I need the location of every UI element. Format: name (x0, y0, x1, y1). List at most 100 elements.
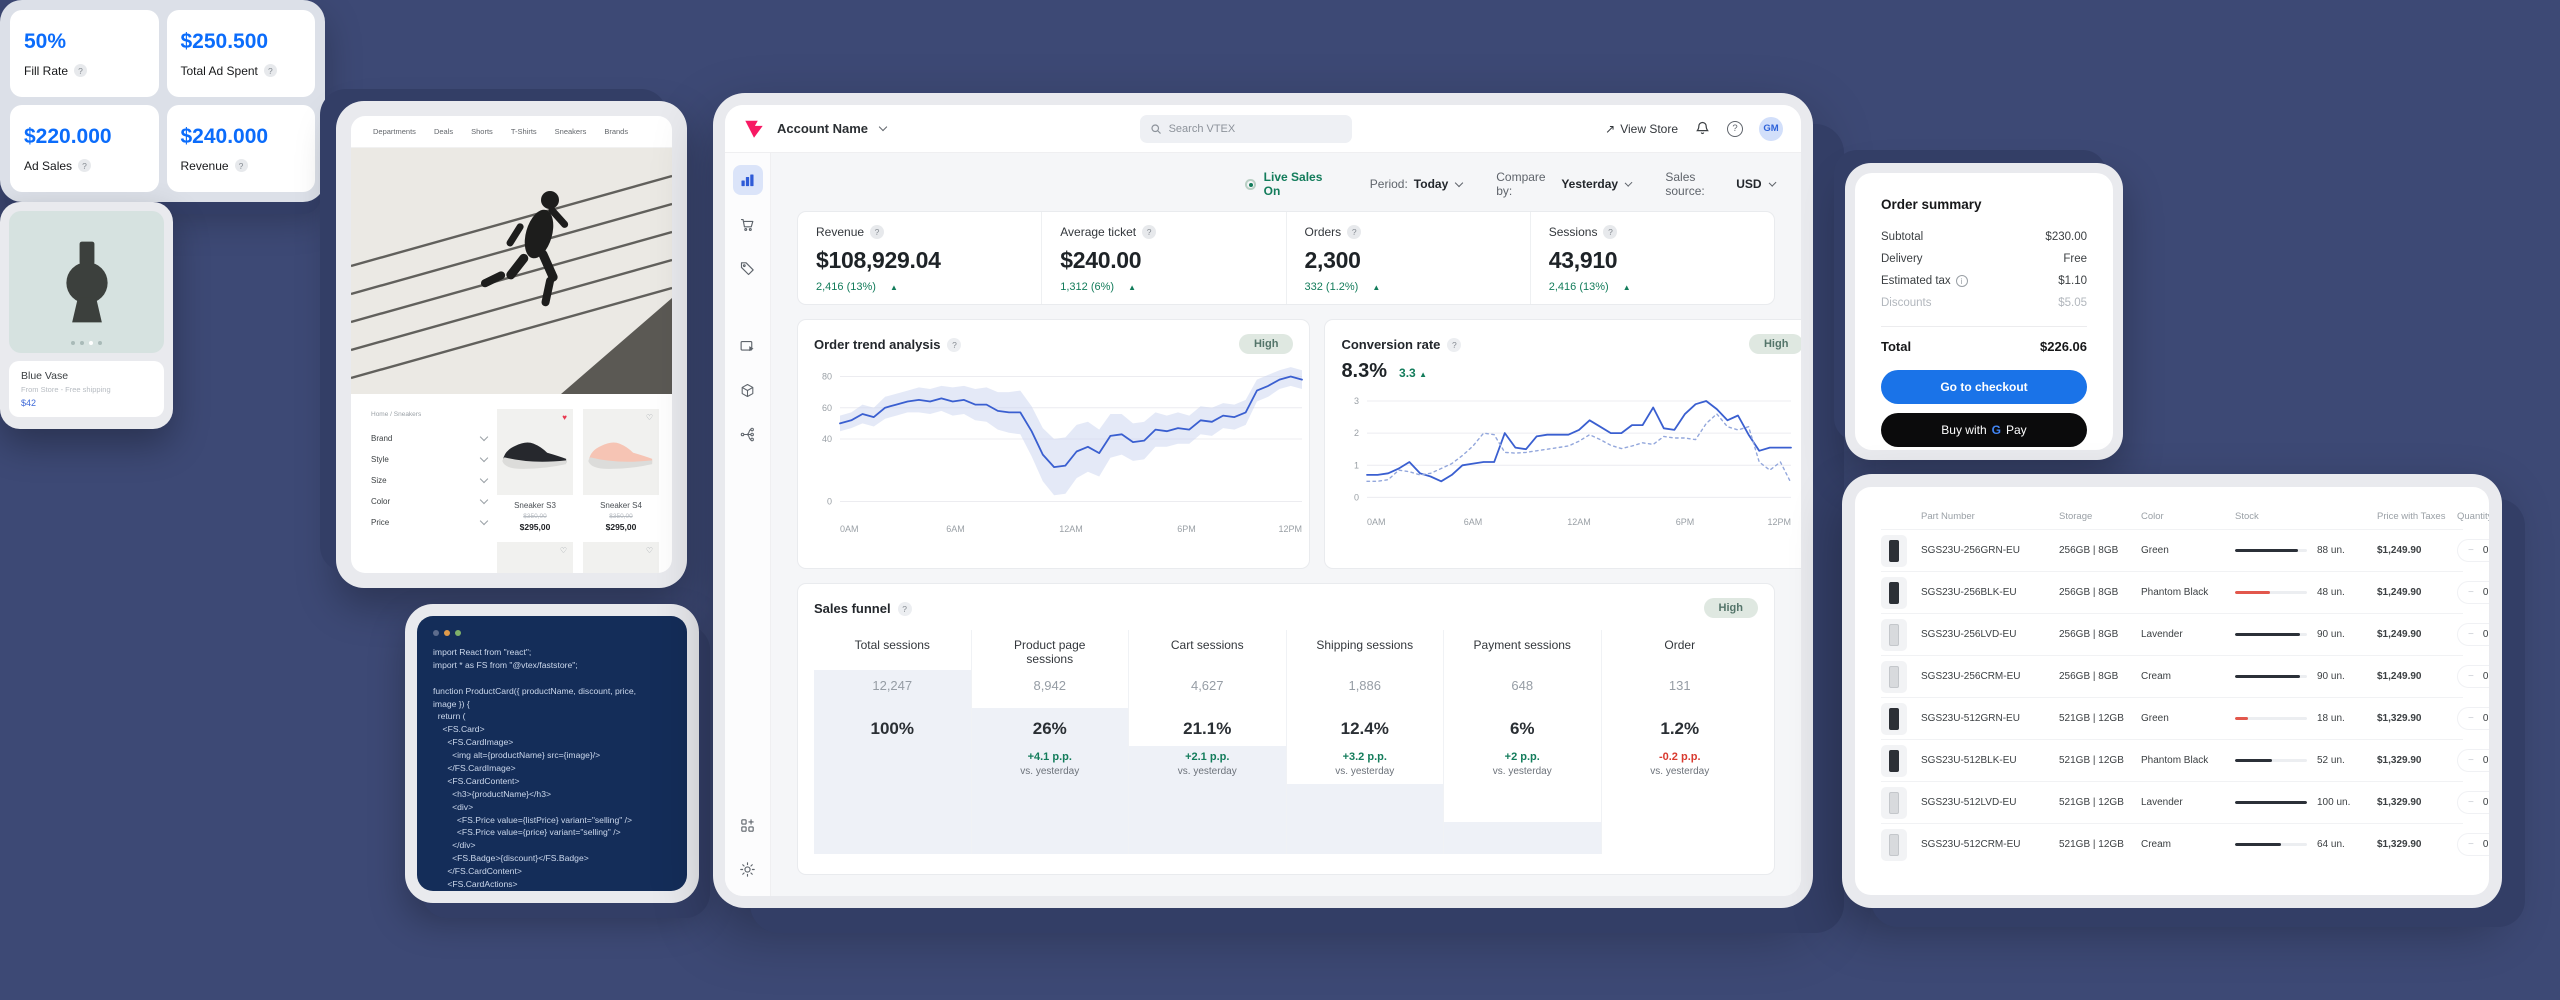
decrease-button[interactable]: − (2468, 797, 2474, 808)
decrease-button[interactable]: − (2468, 839, 2474, 850)
funnel-step-background (1129, 746, 1286, 854)
carousel-dot[interactable] (98, 341, 102, 345)
store-product-card[interactable]: ♥ Sneaker S3 $350,00 $295,00 (497, 409, 573, 532)
search-input[interactable]: Search VTEX (1139, 114, 1352, 143)
decrease-button[interactable]: − (2468, 671, 2474, 682)
table-row[interactable]: SGS23U-256GRN-EU 256GB | 8GB Green 88 un… (1881, 529, 2489, 571)
column-header[interactable]: Storage (2059, 510, 2093, 522)
product-thumbnail (1881, 534, 1907, 567)
user-avatar[interactable]: GM (1759, 116, 1783, 141)
help-icon[interactable]: ? (234, 159, 248, 172)
view-store-link[interactable]: ↗ View Store (1605, 121, 1678, 136)
stock-units: 18 un. (2317, 713, 2345, 724)
help-icon[interactable]: ? (897, 599, 912, 617)
help-icon[interactable]: ? (78, 159, 92, 172)
breadcrumb[interactable]: Home / Sneakers (371, 411, 422, 418)
help-icon[interactable]: ? (1603, 225, 1618, 239)
quantity-stepper[interactable]: − 0 + (2457, 791, 2489, 814)
filter-style[interactable]: Style (371, 449, 489, 470)
sidebar-item-settings-icon[interactable] (733, 854, 763, 884)
decrease-button[interactable]: − (2468, 545, 2474, 556)
store-nav-link[interactable]: Shorts (471, 127, 493, 136)
quantity-stepper[interactable]: − 0 + (2457, 623, 2489, 646)
account-switcher[interactable]: Account Name (777, 121, 888, 136)
info-icon[interactable]: i (1955, 275, 1968, 288)
carousel-dots[interactable] (9, 341, 164, 345)
help-icon[interactable]: ? (263, 64, 277, 77)
store-nav-link[interactable]: Departments (373, 127, 416, 136)
sidebar-item-catalog-box-icon[interactable] (733, 375, 763, 405)
store-product-card[interactable]: ♡ (497, 542, 573, 573)
funnel-step-sessions: 648 (1511, 678, 1534, 693)
bell-icon[interactable] (1694, 120, 1711, 137)
help-icon[interactable]: ? (947, 335, 962, 353)
help-icon[interactable]: ? (1727, 120, 1743, 137)
column-header[interactable]: Part Number (1921, 510, 1975, 522)
wishlist-heart-icon[interactable]: ♡ (645, 413, 653, 422)
sidebar-item-promotions-tag-icon[interactable] (733, 253, 763, 283)
help-icon[interactable]: ? (1142, 225, 1157, 239)
carousel-dot[interactable] (89, 341, 93, 345)
compare-select[interactable]: Compare by: Yesterday (1496, 170, 1633, 198)
period-select[interactable]: Period: Today (1370, 177, 1464, 191)
quantity-stepper[interactable]: − 0 + (2457, 749, 2489, 772)
help-icon[interactable]: ? (870, 225, 885, 239)
store-nav-link[interactable]: T-Shirts (510, 127, 537, 136)
sidebar-item-apps-icon[interactable] (733, 810, 763, 840)
table-row[interactable]: SGS23U-512GRN-EU 521GB | 12GB Green 18 u… (1881, 697, 2489, 739)
part-number: SGS23U-256CRM-EU (1921, 671, 2021, 682)
filter-size[interactable]: Size (371, 470, 489, 491)
table-row[interactable]: SGS23U-512BLK-EU 521GB | 12GB Phantom Bl… (1881, 739, 2489, 781)
column-header[interactable]: Price with Taxes (2377, 510, 2446, 522)
status-badge: High (1748, 334, 1801, 354)
quantity-stepper[interactable]: − 0 + (2457, 833, 2489, 856)
store-product-card[interactable]: ♡ (583, 542, 659, 573)
wishlist-heart-icon[interactable]: ♡ (559, 546, 567, 555)
funnel-step-note: vs. yesterday (1177, 766, 1237, 777)
decrease-button[interactable]: − (2468, 755, 2474, 766)
filter-color[interactable]: Color (371, 491, 489, 512)
sidebar-item-integrations-icon[interactable] (733, 419, 763, 449)
sales-source-select[interactable]: Sales source: USD (1665, 170, 1777, 198)
quantity-stepper[interactable]: − 0 + (2457, 665, 2489, 688)
vase-illustration (65, 241, 108, 323)
help-icon[interactable]: ? (74, 64, 88, 77)
vtex-logo[interactable] (743, 118, 765, 140)
svg-text:0AM: 0AM (840, 524, 859, 534)
live-sales-toggle[interactable]: Live Sales On (1245, 170, 1336, 198)
help-icon[interactable]: ? (1347, 225, 1362, 239)
sidebar-item-analytics-icon[interactable] (732, 165, 763, 195)
table-row[interactable]: SGS23U-256CRM-EU 256GB | 8GB Cream 90 un… (1881, 655, 2489, 697)
carousel-dot[interactable] (80, 341, 84, 345)
sidebar-item-orders-cart-icon[interactable] (733, 209, 763, 239)
wishlist-heart-icon[interactable]: ♥ (562, 413, 567, 422)
quantity-stepper[interactable]: − 0 + (2457, 539, 2489, 562)
column-header[interactable]: Quantity (2457, 510, 2489, 522)
filter-price[interactable]: Price (371, 512, 489, 533)
column-header[interactable]: Color (2141, 510, 2164, 522)
go-to-checkout-button[interactable]: Go to checkout (1881, 370, 2087, 404)
carousel-dot[interactable] (71, 341, 75, 345)
decrease-button[interactable]: − (2468, 713, 2474, 724)
table-row[interactable]: SGS23U-512CRM-EU 521GB | 12GB Cream 64 u… (1881, 823, 2489, 865)
svg-text:12PM: 12PM (1278, 524, 1302, 534)
sidebar-item-storefront-icon[interactable] (733, 331, 763, 361)
filter-brand[interactable]: Brand (371, 428, 489, 449)
svg-text:6PM: 6PM (1177, 524, 1196, 534)
quantity-stepper[interactable]: − 0 + (2457, 707, 2489, 730)
gpay-button[interactable]: Buy with G Pay (1881, 413, 2087, 447)
help-icon[interactable]: ? (1447, 335, 1462, 353)
store-nav-link[interactable]: Deals (433, 127, 454, 136)
quantity-stepper[interactable]: − 0 + (2457, 581, 2489, 604)
table-row[interactable]: SGS23U-512LVD-EU 521GB | 12GB Lavender 1… (1881, 781, 2489, 823)
store-nav-link[interactable]: Brands (604, 127, 629, 136)
storage: 256GB | 8GB (2059, 545, 2119, 556)
store-nav-link[interactable]: Sneakers (554, 127, 587, 136)
wishlist-heart-icon[interactable]: ♡ (645, 546, 653, 555)
decrease-button[interactable]: − (2468, 587, 2474, 598)
table-row[interactable]: SGS23U-256LVD-EU 256GB | 8GB Lavender 90… (1881, 613, 2489, 655)
table-row[interactable]: SGS23U-256BLK-EU 256GB | 8GB Phantom Bla… (1881, 571, 2489, 613)
store-product-card[interactable]: ♡ Sneaker S4 $350,00 $295,00 (583, 409, 659, 532)
decrease-button[interactable]: − (2468, 629, 2474, 640)
column-header[interactable]: Stock (2235, 510, 2259, 522)
